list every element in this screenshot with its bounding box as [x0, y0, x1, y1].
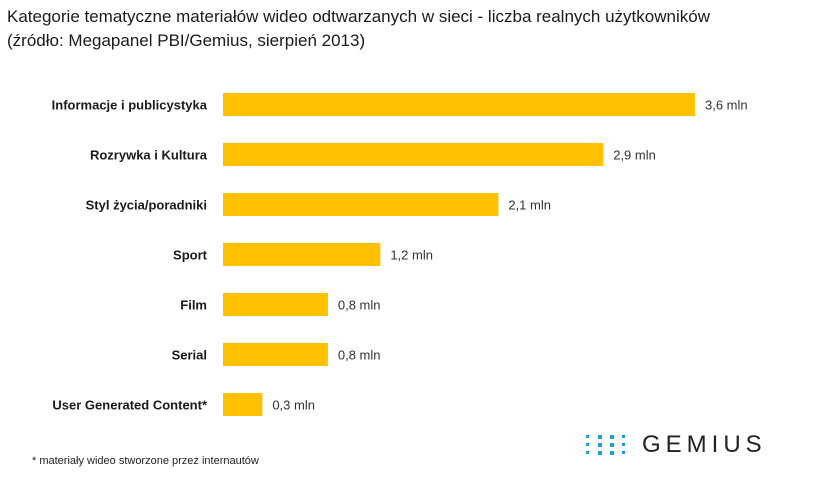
logo-dots-icon [586, 435, 625, 455]
logo-dot [598, 435, 602, 439]
logo-dot [598, 443, 602, 447]
category-label: Serial [172, 348, 207, 363]
category-label: Film [180, 298, 207, 313]
logo-dot [586, 435, 589, 438]
logo-dot [610, 435, 614, 439]
bar [223, 93, 695, 116]
bar-chart: Informacje i publicystyka 3,6 mln Rozrywka… [52, 93, 748, 416]
logo-dot [622, 451, 625, 454]
bar [223, 243, 381, 266]
bar [223, 393, 263, 416]
bar [223, 193, 499, 216]
value-label: 1,2 mln [390, 248, 433, 263]
value-label: 2,9 mln [613, 148, 656, 163]
logo-dot [586, 451, 589, 454]
logo-dot [622, 443, 625, 446]
gemius-logo: GEMIUS [584, 432, 794, 458]
logo-wordmark: GEMIUS [642, 431, 767, 458]
value-label: 2,1 mln [508, 198, 551, 213]
value-label: 3,6 mln [705, 98, 748, 113]
logo-dot [622, 435, 625, 438]
value-label: 0,8 mln [338, 298, 381, 313]
footnote: * materiały wideo stworzone przez intern… [32, 455, 259, 467]
category-label: Informacje i publicystyka [52, 98, 208, 113]
category-label: Styl życia/poradniki [86, 198, 207, 213]
category-label: Rozrywka i Kultura [90, 148, 208, 163]
bar [223, 143, 604, 166]
category-label: Sport [173, 248, 208, 263]
chart-title: Kategorie tematyczne materiałów wideo od… [7, 5, 710, 53]
logo-dot [598, 451, 602, 455]
title-line-2: (źródło: Megapanel PBI/Gemius, sierpień … [7, 31, 366, 50]
logo-dot [610, 443, 614, 447]
bar [223, 293, 328, 316]
value-label: 0,8 mln [338, 348, 381, 363]
bar [223, 343, 328, 366]
value-label: 0,3 mln [272, 398, 315, 413]
logo-dot [610, 451, 614, 455]
title-line-1: Kategorie tematyczne materiałów wideo od… [7, 7, 710, 26]
logo-dot [586, 443, 589, 446]
category-label: User Generated Content* [52, 398, 208, 413]
